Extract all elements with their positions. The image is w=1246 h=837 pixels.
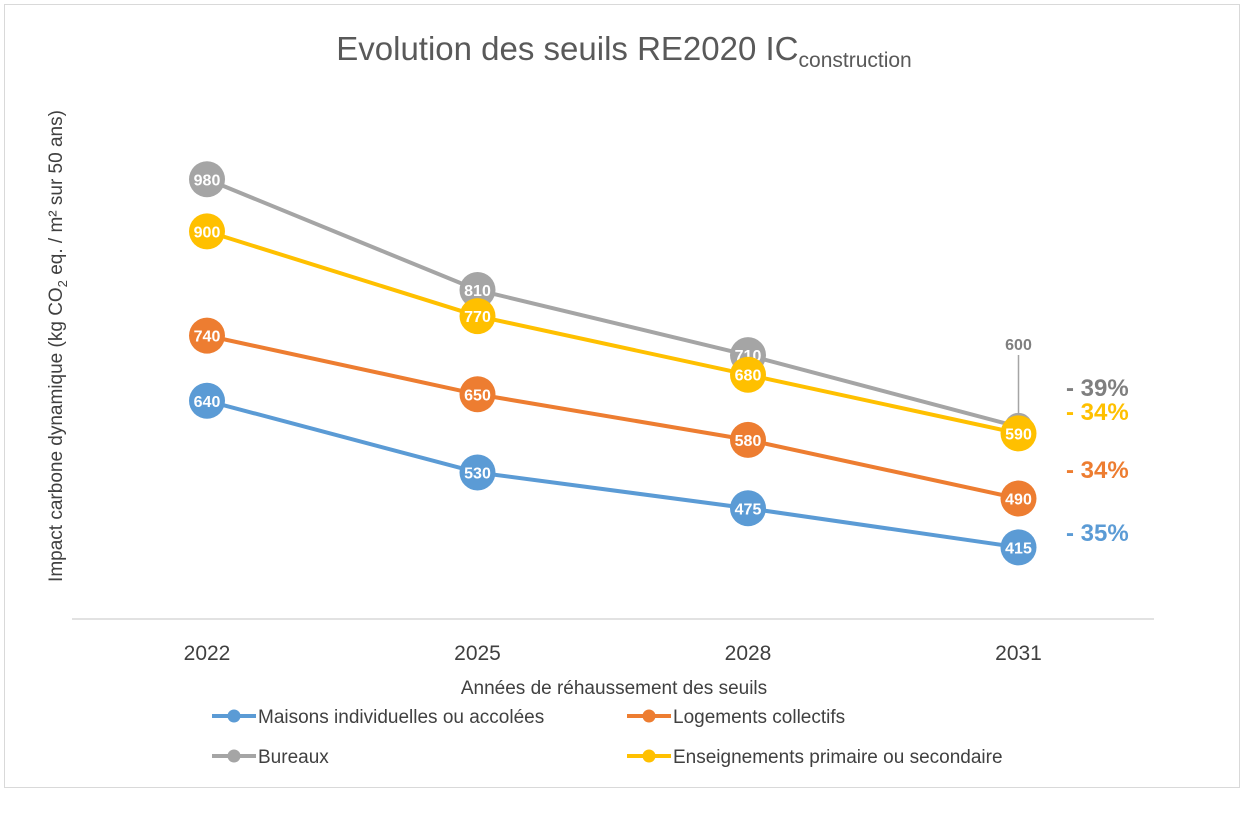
x-tick-labels: 2022 2025 2028 2031 bbox=[184, 642, 1042, 665]
legend-entry-3: Enseignements primaire ou secondaire bbox=[627, 747, 1003, 768]
legend-swatch-marker-1 bbox=[642, 709, 656, 723]
series-3-data-label-3: 590 bbox=[1005, 426, 1032, 443]
series-3-data-label-2: 680 bbox=[735, 368, 762, 385]
series-3-point-2 bbox=[730, 356, 766, 393]
legend-entry-2: Bureaux bbox=[212, 747, 329, 768]
y-axis-title: Impact carbone dynamique (kg CO2 eq. / m… bbox=[46, 110, 70, 582]
change-labels: - 35%- 34%- 39%- 34% bbox=[1066, 375, 1129, 547]
x-tick-label-2031: 2031 bbox=[995, 642, 1042, 665]
series-3-data-label-0: 900 bbox=[194, 224, 221, 241]
series-0-point-2 bbox=[730, 490, 766, 527]
series-0-change-label: - 35% bbox=[1066, 520, 1129, 547]
legend-swatch-marker-3 bbox=[642, 749, 656, 763]
series-1-point-2 bbox=[730, 421, 766, 458]
series-0-data-label-3: 415 bbox=[1005, 540, 1032, 557]
series-3-point-3 bbox=[1000, 415, 1037, 452]
series-1-line bbox=[206, 333, 1019, 501]
series-1-data-label-3: 490 bbox=[1005, 492, 1032, 509]
series-3-line bbox=[206, 229, 1019, 436]
legend-label-1: Logements collectifs bbox=[673, 707, 845, 728]
series-1-data-label-1: 650 bbox=[464, 387, 491, 404]
series-2-data-label-1: 810 bbox=[464, 283, 491, 300]
series-0-data-label-0: 640 bbox=[194, 394, 221, 411]
series-2-point-0 bbox=[189, 161, 225, 198]
legend: Maisons individuelles ou accolées Logemen… bbox=[212, 707, 1003, 768]
x-axis-title: Années de réhaussement des seuils bbox=[461, 678, 767, 699]
series-0-data-label-1: 530 bbox=[464, 465, 491, 482]
series-1-point-1 bbox=[459, 376, 496, 413]
x-tick-label-2022: 2022 bbox=[184, 642, 231, 665]
series-3-change-label: - 34% bbox=[1066, 399, 1129, 426]
series-lines bbox=[206, 177, 1020, 550]
series-3-point-1 bbox=[459, 298, 496, 335]
x-tick-label-2025: 2025 bbox=[454, 642, 501, 665]
series-2-point-1 bbox=[459, 272, 496, 309]
legend-swatch-marker-2 bbox=[227, 749, 241, 763]
series-0-point-0 bbox=[189, 382, 225, 419]
series-3-point-0 bbox=[189, 213, 225, 250]
series-1-data-label-2: 580 bbox=[735, 433, 762, 450]
chart-title: Evolution des seuils RE2020 ICconstructi… bbox=[336, 30, 912, 72]
series-3-data-label-1: 770 bbox=[464, 309, 491, 326]
series-2-data-label-0: 980 bbox=[194, 172, 221, 189]
legend-label-0: Maisons individuelles ou accolées bbox=[258, 707, 544, 728]
series-1-change-label: - 34% bbox=[1066, 457, 1129, 484]
series-0-data-label-2: 475 bbox=[735, 501, 762, 518]
legend-label-2: Bureaux bbox=[258, 747, 329, 768]
x-tick-label-2028: 2028 bbox=[725, 642, 772, 665]
series-1-point-3 bbox=[1000, 480, 1037, 517]
legend-entry-0: Maisons individuelles ou accolées bbox=[212, 707, 544, 728]
chart-title-subscript: construction bbox=[799, 49, 912, 72]
series-2-data-label-3: 600 bbox=[1005, 337, 1032, 354]
legend-entry-1: Logements collectifs bbox=[627, 707, 845, 728]
legend-swatch-marker-0 bbox=[227, 709, 241, 723]
series-0-point-1 bbox=[459, 454, 496, 491]
series-0-line bbox=[206, 398, 1019, 550]
legend-label-3: Enseignements primaire ou secondaire bbox=[673, 747, 1003, 768]
series-2-line bbox=[206, 177, 1020, 429]
series-1-point-0 bbox=[189, 317, 225, 354]
series-0-point-3 bbox=[1000, 529, 1037, 566]
series-2-change-label: - 39% bbox=[1066, 375, 1129, 402]
series-markers: 9808107106009007706805907406505804906405… bbox=[189, 161, 1037, 566]
series-1-data-label-0: 740 bbox=[194, 329, 221, 346]
chart-frame bbox=[4, 4, 1240, 788]
